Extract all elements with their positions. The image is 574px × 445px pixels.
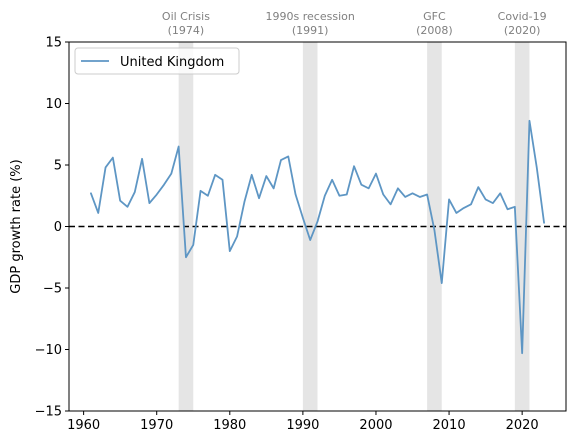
data-point-1993 bbox=[324, 195, 326, 197]
x-tick-label: 1960 bbox=[67, 418, 100, 433]
x-tick-label: 1990 bbox=[286, 418, 319, 433]
data-point-1962 bbox=[97, 212, 99, 214]
data-point-1978 bbox=[214, 174, 216, 176]
data-point-2022 bbox=[536, 166, 538, 168]
data-point-1965 bbox=[119, 199, 121, 201]
data-point-1983 bbox=[251, 174, 253, 176]
data-point-1961 bbox=[90, 192, 92, 194]
data-point-1972 bbox=[170, 172, 172, 174]
data-point-2012 bbox=[462, 207, 464, 209]
x-tick-label: 2000 bbox=[359, 418, 392, 433]
period-label-gfc: GFC bbox=[423, 10, 446, 23]
data-point-1975 bbox=[192, 244, 194, 246]
data-point-1976 bbox=[199, 190, 201, 192]
period-year-1990s-recession: (1991) bbox=[292, 24, 329, 37]
data-point-1990 bbox=[302, 217, 304, 219]
data-point-1979 bbox=[221, 179, 223, 181]
x-tick-label: 2010 bbox=[433, 418, 466, 433]
period-year-oil-crisis: (1974) bbox=[168, 24, 205, 37]
y-tick-label: 0 bbox=[54, 220, 62, 235]
data-point-2014 bbox=[477, 186, 479, 188]
period-label-oil-crisis: Oil Crisis bbox=[162, 10, 210, 23]
data-point-1966 bbox=[126, 206, 128, 208]
data-point-1964 bbox=[112, 156, 114, 158]
data-point-1998 bbox=[360, 183, 362, 185]
legend-label-united-kingdom: United Kingdom bbox=[120, 55, 224, 70]
data-point-2017 bbox=[499, 192, 501, 194]
data-point-2009 bbox=[441, 282, 443, 284]
legend[interactable]: United Kingdom bbox=[74, 47, 240, 75]
data-point-1985 bbox=[265, 175, 267, 177]
data-point-2019 bbox=[514, 206, 516, 208]
data-point-1989 bbox=[294, 193, 296, 195]
data-point-2005 bbox=[411, 192, 413, 194]
data-point-2001 bbox=[382, 193, 384, 195]
x-axis-ticks: 1960 1970 1980 1990 2000 2010 2020 bbox=[67, 411, 539, 433]
period-labels: Oil Crisis(1974) 1990s recession(1991) GFC… bbox=[162, 10, 547, 37]
series-line-united-kingdom bbox=[90, 119, 545, 355]
data-point-1996 bbox=[346, 193, 348, 195]
data-point-1997 bbox=[353, 165, 355, 167]
data-point-1995 bbox=[338, 195, 340, 197]
series-layer bbox=[90, 119, 545, 355]
y-tick-label: −5 bbox=[43, 282, 62, 297]
data-point-2011 bbox=[455, 212, 457, 214]
period-label-covid-19: Covid-19 bbox=[498, 10, 547, 23]
data-point-2002 bbox=[389, 203, 391, 205]
shaded-period-covid-19 bbox=[514, 42, 530, 411]
data-point-1970 bbox=[156, 193, 158, 195]
data-point-1967 bbox=[134, 191, 136, 193]
data-point-2016 bbox=[492, 202, 494, 204]
data-point-2006 bbox=[419, 196, 421, 198]
y-axis-ticks: −15 −10 −5 0 5 10 15 bbox=[35, 36, 69, 420]
data-point-2003 bbox=[397, 187, 399, 189]
data-point-1980 bbox=[229, 250, 231, 252]
data-point-2000 bbox=[375, 172, 377, 174]
data-point-1974 bbox=[185, 256, 187, 258]
y-tick-label: 15 bbox=[45, 36, 62, 51]
data-point-1971 bbox=[163, 183, 165, 185]
y-tick-label: −10 bbox=[35, 343, 62, 358]
data-point-2007 bbox=[426, 193, 428, 195]
data-point-2015 bbox=[484, 198, 486, 200]
data-point-1963 bbox=[104, 166, 106, 168]
data-point-2018 bbox=[506, 208, 508, 210]
y-tick-label: −15 bbox=[35, 405, 62, 420]
data-point-1991 bbox=[309, 239, 311, 241]
data-point-2023 bbox=[543, 222, 545, 224]
x-tick-label: 1980 bbox=[213, 418, 246, 433]
legend-box bbox=[74, 47, 240, 75]
data-point-1988 bbox=[287, 155, 289, 157]
data-point-2021 bbox=[528, 120, 530, 122]
data-point-1973 bbox=[177, 145, 179, 147]
data-point-1992 bbox=[316, 220, 318, 222]
data-point-2004 bbox=[404, 196, 406, 198]
period-year-covid-19: (2020) bbox=[504, 24, 541, 37]
data-point-1968 bbox=[141, 158, 143, 160]
data-point-2008 bbox=[433, 229, 435, 231]
data-point-1999 bbox=[367, 187, 369, 189]
x-tick-label: 2020 bbox=[506, 418, 539, 433]
y-tick-label: 5 bbox=[54, 159, 62, 174]
data-point-1982 bbox=[243, 201, 245, 203]
shaded-periods bbox=[178, 42, 530, 411]
data-point-1981 bbox=[236, 235, 238, 237]
data-point-2020 bbox=[521, 352, 523, 354]
data-point-1994 bbox=[331, 179, 333, 181]
x-tick-label: 1970 bbox=[140, 418, 173, 433]
data-point-1969 bbox=[148, 202, 150, 204]
y-axis-label: GDP growth rate (%) bbox=[9, 159, 24, 293]
data-point-1986 bbox=[272, 187, 274, 189]
period-year-gfc: (2008) bbox=[416, 24, 453, 37]
data-point-2010 bbox=[448, 198, 450, 200]
period-label-1990s-recession: 1990s recession bbox=[266, 10, 355, 23]
data-point-1977 bbox=[207, 195, 209, 197]
data-point-1987 bbox=[280, 159, 282, 161]
y-tick-label: 10 bbox=[45, 97, 62, 112]
data-point-1984 bbox=[258, 197, 260, 199]
data-point-2013 bbox=[470, 203, 472, 205]
